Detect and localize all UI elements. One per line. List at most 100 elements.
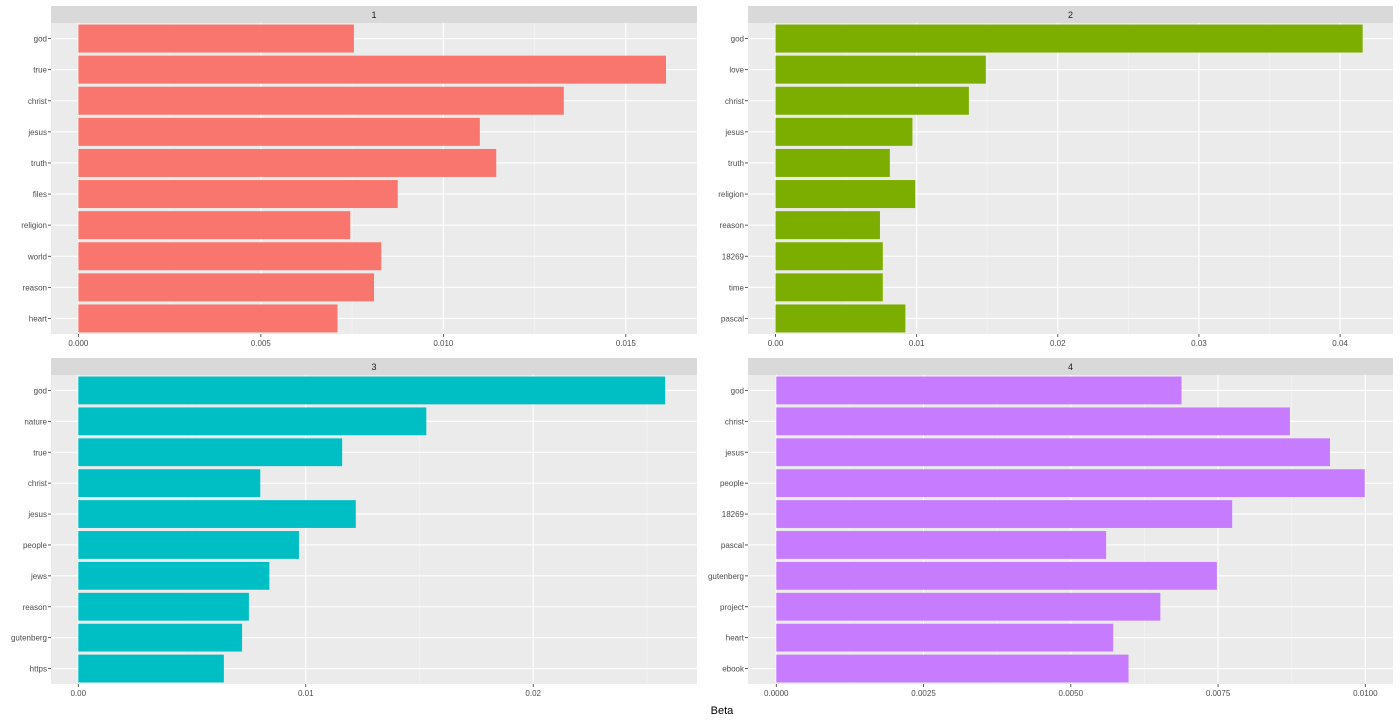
bar-pascal xyxy=(776,531,1107,559)
bar-ebook xyxy=(776,654,1129,683)
facet-panels: 1 0.000 0.005 0.010 0.015 god true christ jesus t… xyxy=(11,6,1393,698)
bar-world xyxy=(78,242,382,271)
facet-strip xyxy=(748,6,1393,23)
bar-gutenberg xyxy=(78,623,243,652)
facet-strip-label: 2 xyxy=(1068,10,1073,20)
y-tick-label: project xyxy=(720,603,745,612)
bar-truth xyxy=(78,148,497,177)
bar-reason xyxy=(775,211,880,240)
bar-christ xyxy=(78,469,261,498)
bar-jesus xyxy=(775,117,913,146)
y-tick-label: pascal xyxy=(721,541,744,550)
x-tick-label: 0.01 xyxy=(909,339,925,348)
x-tick-label: 0.010 xyxy=(433,339,454,348)
y-tick-label: true xyxy=(33,66,47,75)
facet-panel-1: 1 0.000 0.005 0.010 0.015 god true christ jesus t… xyxy=(21,6,697,348)
x-tick-label: 0.00 xyxy=(768,339,784,348)
x-tick-label: 0.0100 xyxy=(1353,689,1378,698)
x-tick-label: 0.0000 xyxy=(764,689,789,698)
y-tick-label: jesus xyxy=(724,448,744,457)
bar-true xyxy=(78,55,666,84)
y-tick-label: reason xyxy=(23,283,47,292)
x-tick-label: 0.02 xyxy=(1050,339,1066,348)
bar-jesus xyxy=(78,117,480,146)
y-tick-label: files xyxy=(33,190,47,199)
bar-christ xyxy=(78,86,564,115)
bar-gutenberg xyxy=(776,561,1217,590)
bar-heart xyxy=(78,304,338,333)
bar-truth xyxy=(775,148,890,177)
facet-strip-label: 1 xyxy=(371,10,376,20)
bar-pascal xyxy=(775,304,906,333)
y-tick-label: truth xyxy=(728,159,744,168)
bar-god xyxy=(78,24,354,53)
y-tick-label: world xyxy=(27,252,47,261)
y-tick-label: time xyxy=(729,283,745,292)
bar-time xyxy=(775,273,883,302)
y-tick-label: god xyxy=(731,35,744,44)
x-tick-label: 0.03 xyxy=(1191,339,1207,348)
y-tick-label: heart xyxy=(29,314,48,323)
bar-religion xyxy=(775,180,916,209)
bar-people xyxy=(776,469,1365,498)
facet-strip xyxy=(51,6,697,23)
y-tick-label: religion xyxy=(21,221,47,230)
y-tick-label: heart xyxy=(726,634,745,643)
bar-files xyxy=(78,180,398,209)
x-tick-label: 0.01 xyxy=(298,689,314,698)
y-tick-label: jews xyxy=(30,572,47,581)
y-tick-label: christ xyxy=(725,417,745,426)
facet-strip-label: 4 xyxy=(1068,362,1073,372)
x-tick-label: 0.000 xyxy=(68,339,89,348)
facet-panel-3: 3 0.00 0.01 0.02 god nature true christ jesus peo… xyxy=(11,358,697,698)
y-tick-label: love xyxy=(729,66,744,75)
bar-jesus xyxy=(78,500,356,528)
y-tick-label: god xyxy=(34,35,47,44)
y-tick-label: truth xyxy=(31,159,47,168)
facet-strip xyxy=(51,358,697,375)
bar-love xyxy=(775,55,986,84)
bar-nature xyxy=(78,407,427,436)
y-tick-label: jesus xyxy=(724,128,744,137)
y-tick-label: god xyxy=(34,386,47,395)
bar-18269 xyxy=(775,242,883,271)
bar-heart xyxy=(776,623,1114,652)
y-tick-label: gutenberg xyxy=(11,634,47,643)
y-tick-label: christ xyxy=(725,97,745,106)
bar-religion xyxy=(78,211,351,240)
y-tick-label: christ xyxy=(28,479,48,488)
bar-god xyxy=(776,376,1182,405)
y-tick-label: true xyxy=(33,448,47,457)
y-tick-label: https xyxy=(30,665,47,674)
y-tick-label: christ xyxy=(28,97,48,106)
y-tick-label: 18269 xyxy=(722,510,745,519)
facet-strip-label: 3 xyxy=(371,362,376,372)
y-tick-label: jesus xyxy=(27,510,47,519)
x-tick-label: 0.0025 xyxy=(911,689,936,698)
x-tick-label: 0.005 xyxy=(251,339,272,348)
y-tick-label: religion xyxy=(718,190,744,199)
x-tick-label: 0.015 xyxy=(616,339,637,348)
y-tick-label: pascal xyxy=(721,314,744,323)
bar-jews xyxy=(78,561,270,590)
x-tick-label: 0.0075 xyxy=(1206,689,1231,698)
bar-true xyxy=(78,438,343,467)
y-tick-label: people xyxy=(23,541,48,550)
x-tick-label: 0.0050 xyxy=(1059,689,1084,698)
bar-jesus xyxy=(776,438,1330,467)
y-tick-label: gutenberg xyxy=(708,572,744,581)
y-tick-label: ebook xyxy=(722,665,745,674)
bar-https xyxy=(78,654,224,683)
bar-people xyxy=(78,531,299,559)
bar-god xyxy=(775,24,1363,53)
y-tick-label: people xyxy=(720,479,745,488)
y-tick-label: god xyxy=(731,386,744,395)
facet-strip xyxy=(748,358,1393,375)
bar-18269 xyxy=(776,500,1233,528)
facet-panel-4: 4 0.0000 0.0025 0.0050 0.0075 0.0100 god christ… xyxy=(708,358,1393,698)
y-tick-label: reason xyxy=(23,603,47,612)
x-tick-label: 0.00 xyxy=(71,689,87,698)
bar-god xyxy=(78,376,666,405)
bar-christ xyxy=(775,86,969,115)
bar-project xyxy=(776,592,1161,621)
